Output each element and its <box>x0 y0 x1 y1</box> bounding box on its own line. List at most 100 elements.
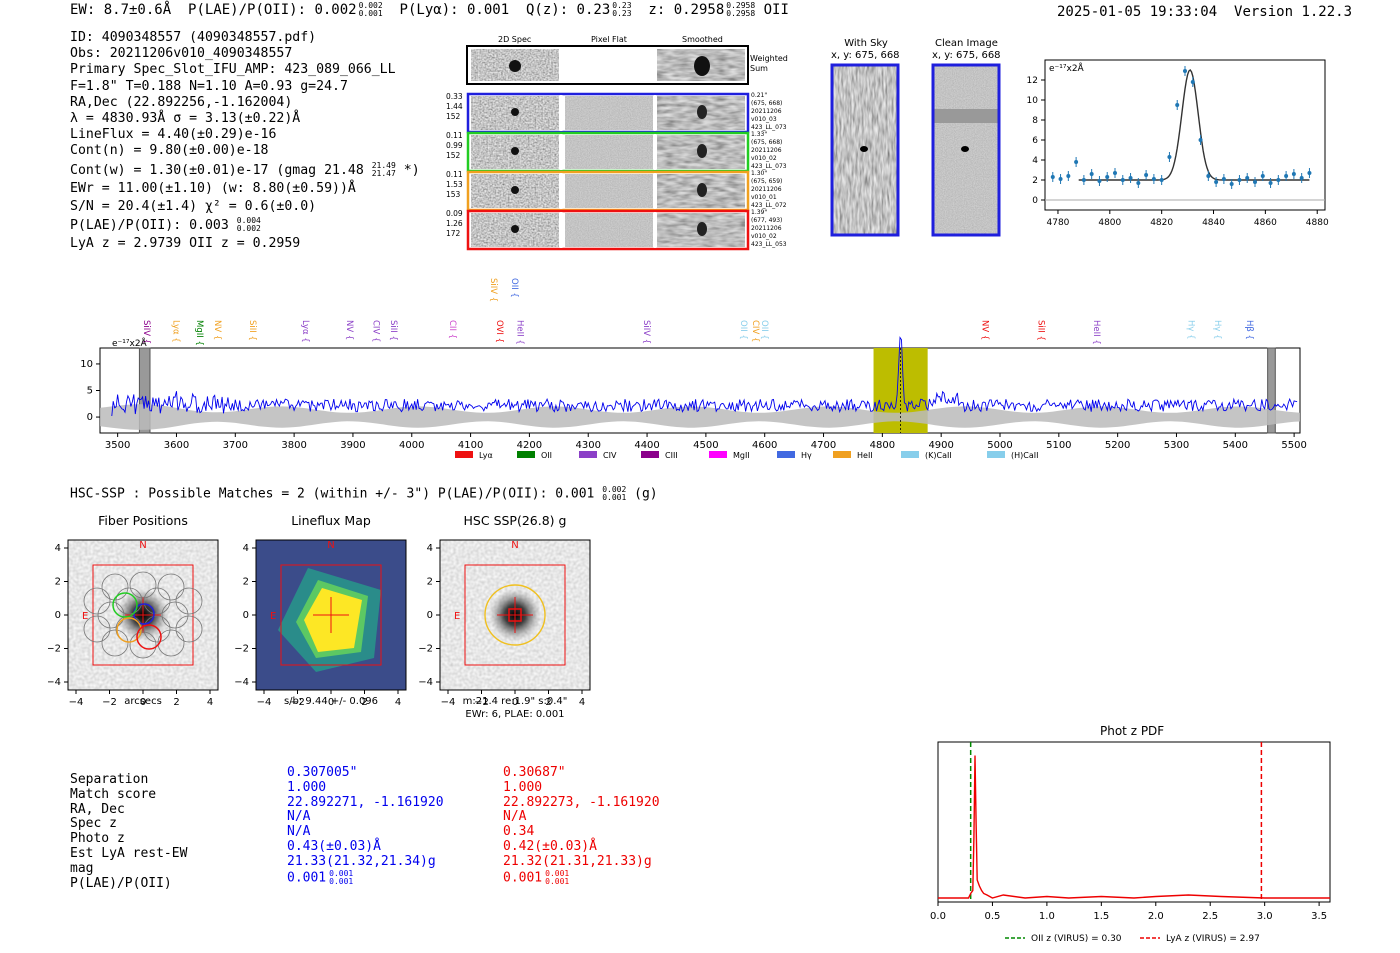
panel-ytick-label: −4 <box>418 677 433 688</box>
header-z: z: 0.2958 <box>648 2 725 18</box>
cutouts-weighted-label: Weighted Sum <box>750 54 788 73</box>
panel-ytick-label: −2 <box>418 644 433 655</box>
info-lineflux: LineFlux = 4.40(±0.29)e-16 <box>70 127 277 143</box>
panel-title: Lineflux Map <box>291 513 371 528</box>
fit-data-point <box>1214 180 1219 184</box>
spectrum-masked <box>1267 347 1276 434</box>
cut-row-left-label: 0.09 1.26 172 <box>446 209 463 238</box>
info-obs: Obs: 20211206v010_4090348557 <box>70 46 293 62</box>
cut-row-right-label: 1.30" (675, 659) 20211206 v010_01 423_LL_072 <box>751 170 787 209</box>
cut-row-2d-source <box>511 147 519 155</box>
panel-xtick-label: 0 <box>328 697 334 708</box>
fit-data-point <box>1120 178 1125 182</box>
fit-data-point <box>1175 103 1180 107</box>
cut-row-smooth-source <box>697 105 707 119</box>
legend-label: HeII <box>857 451 873 460</box>
photz-xtick-label: 3.0 <box>1257 911 1273 922</box>
fit-ytick-label: 2 <box>1032 176 1038 186</box>
photz-title: Phot z PDF <box>1100 724 1165 738</box>
panel-ytick-label: 4 <box>427 543 433 554</box>
panel-xtick-label: −2 <box>474 697 489 708</box>
line-fit-frame <box>1044 59 1326 211</box>
header-datetime: 2025-01-05 19:33:04 <box>1057 4 1218 20</box>
spectrum-xtick-label: 4400 <box>634 440 659 451</box>
match-label: Photo z <box>70 831 125 847</box>
cutouts-col-smooth: Smoothed <box>682 35 723 44</box>
cut-row-2d-source <box>511 186 519 194</box>
with-sky-source <box>860 146 868 152</box>
fiber-circle <box>143 615 171 643</box>
fiber-circle <box>115 587 143 615</box>
spectrum-xtick-label: 5300 <box>1164 440 1189 451</box>
match-blue-value: N/A <box>287 824 311 840</box>
match-blue-value: 0.43(±0.03)Å <box>287 838 381 854</box>
panel-ytick-label: 0 <box>243 610 249 621</box>
cut-row-2d-source <box>511 108 519 116</box>
spectrum-line-label: CII { <box>447 320 457 339</box>
match-red-value: 22.892273, -1.161920 <box>503 794 660 810</box>
panel-caption: m:21.4 re:1.9" s:0.4" <box>462 696 568 707</box>
panel-xtick-label: −4 <box>257 697 272 708</box>
panel-xtick-label: −2 <box>102 697 117 708</box>
header-plae-hi: 0.002 <box>358 1 383 10</box>
panel-xtick-label: 2 <box>545 697 551 708</box>
legend-label: OII <box>541 451 552 460</box>
panel-caption: s/b: 9.44 +/- 0.096 <box>283 696 379 707</box>
info-lyaz: LyA z = 2.9739 OII z = 0.2959 <box>70 236 301 252</box>
spectrum-line-label: Hγ { <box>1212 320 1222 340</box>
spectrum-xtick-label: 3900 <box>340 440 365 451</box>
fiber-circle <box>129 571 157 599</box>
spectrum-xtick-label: 5500 <box>1281 440 1306 451</box>
fiber-circle <box>143 587 171 615</box>
clean-source <box>961 146 969 152</box>
header-line: OII <box>763 2 789 18</box>
photz-pdf-line <box>938 755 1330 899</box>
match-red-value: 0.30687" <box>503 765 566 780</box>
match-red-value: 0.34 <box>503 824 535 840</box>
fit-xtick-label: 4880 <box>1306 218 1329 228</box>
legend-swatch <box>901 451 919 458</box>
fiber-orange <box>116 617 142 643</box>
match-label: RA, Dec <box>70 801 125 817</box>
north-label: N <box>327 540 334 551</box>
fit-data-point <box>1058 177 1063 181</box>
full-spectrum-chart: SiIV {Lyα {MgII {NV {SiII {Lyα {NV {CIV … <box>80 278 1307 460</box>
hsc-title: HSC-SSP : Possible Matches = 2 (within +… <box>70 485 658 502</box>
match-blue: 0.307005" 1.000 22.892271, -1.161920 N/A N/A… <box>287 765 444 886</box>
fit-data-point <box>1105 175 1110 179</box>
fit-data-point <box>1190 80 1195 84</box>
cut-row-right-label: 0.21" (675, 668) 20211206 v010_03 423_LL_073 <box>751 92 787 131</box>
spectrum-xtick-label: 4800 <box>870 440 895 451</box>
spectrum-xtick-label: 4000 <box>399 440 424 451</box>
photz-xtick-label: 0.0 <box>930 911 946 922</box>
fit-data-point <box>1128 176 1133 180</box>
weighted-smooth-source <box>694 56 710 76</box>
photz-xtick-label: 1.5 <box>1093 911 1109 922</box>
fiber-red <box>136 624 162 650</box>
spectrum-line-label: NV { <box>344 320 354 340</box>
spectrum-xtick-label: 4900 <box>928 440 953 451</box>
legend-swatch <box>641 451 659 458</box>
fit-data-point <box>1291 172 1296 176</box>
east-label: E <box>82 611 88 622</box>
info-id: ID: 4090348557 (4090348557.pdf) <box>70 30 317 45</box>
spectrum-xtick-label: 4200 <box>517 440 542 451</box>
spectrum-xtick-label: 5400 <box>1223 440 1248 451</box>
fit-ytick-label: 0 <box>1032 196 1038 206</box>
panel-xtick-label: 2 <box>361 697 367 708</box>
spectrum-line-label: OVI { <box>494 320 504 343</box>
panel-ytick-label: 2 <box>55 577 61 588</box>
with-sky-xy: x, y: 675, 668 <box>831 50 900 61</box>
source-square <box>508 608 522 622</box>
fiber-circle <box>101 629 129 657</box>
spectrum-line-label: NV { <box>212 320 222 340</box>
info-fparams: F=1.8" T=0.188 N=1.10 A=0.93 g=24.7 <box>70 78 348 94</box>
spectrum-line-label: HeII { <box>515 320 525 345</box>
photz-xtick-label: 2.5 <box>1202 911 1218 922</box>
spectrum-xtick-label: 4500 <box>693 440 718 451</box>
fit-ytick-label: 6 <box>1032 136 1038 146</box>
panel-ytick-label: 0 <box>427 610 433 621</box>
fiber-circle <box>175 587 203 615</box>
fit-data-point <box>1276 178 1281 182</box>
spectrum-xtick-label: 3600 <box>164 440 189 451</box>
